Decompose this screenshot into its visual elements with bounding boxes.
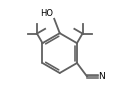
Text: N: N — [98, 72, 105, 81]
Text: HO: HO — [40, 9, 53, 18]
